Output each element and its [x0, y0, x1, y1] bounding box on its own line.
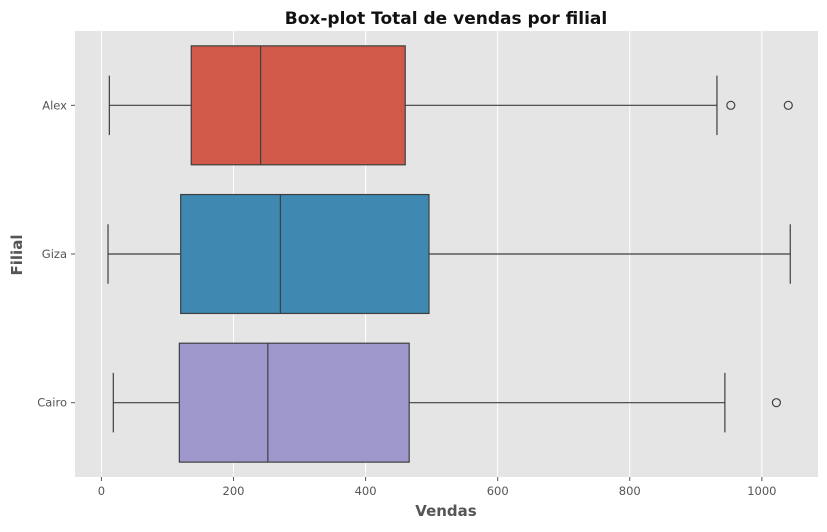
- x-axis-label: Vendas: [415, 502, 477, 520]
- y-tick-label: Alex: [42, 98, 67, 112]
- x-axis-ticks: 0 200 400 600 800 1000: [98, 477, 777, 498]
- iqr-box: [178, 342, 410, 463]
- outlier-point: [726, 100, 736, 110]
- x-tick-label: 800: [619, 484, 641, 498]
- y-tick-label: Cairo: [37, 396, 67, 410]
- box-group-cairo: [112, 342, 781, 463]
- y-axis-ticks: Alex Giza Cairo: [37, 98, 75, 410]
- outlier-point: [771, 398, 781, 408]
- x-tick-label: 400: [355, 484, 377, 498]
- x-tick-label: 600: [487, 484, 509, 498]
- iqr-box: [180, 193, 430, 315]
- outlier-point: [783, 100, 793, 110]
- iqr-box: [190, 45, 406, 166]
- chart-title: Box-plot Total de vendas por filial: [285, 9, 607, 29]
- x-tick-label: 200: [223, 484, 245, 498]
- box-series: [107, 45, 793, 463]
- box-group-giza: [107, 193, 791, 315]
- box-group-alex: [108, 45, 793, 166]
- x-tick-label: 1000: [747, 484, 776, 498]
- y-tick-label: Giza: [42, 247, 67, 261]
- x-tick-label: 0: [98, 484, 105, 498]
- y-axis-label: Filial: [8, 235, 26, 276]
